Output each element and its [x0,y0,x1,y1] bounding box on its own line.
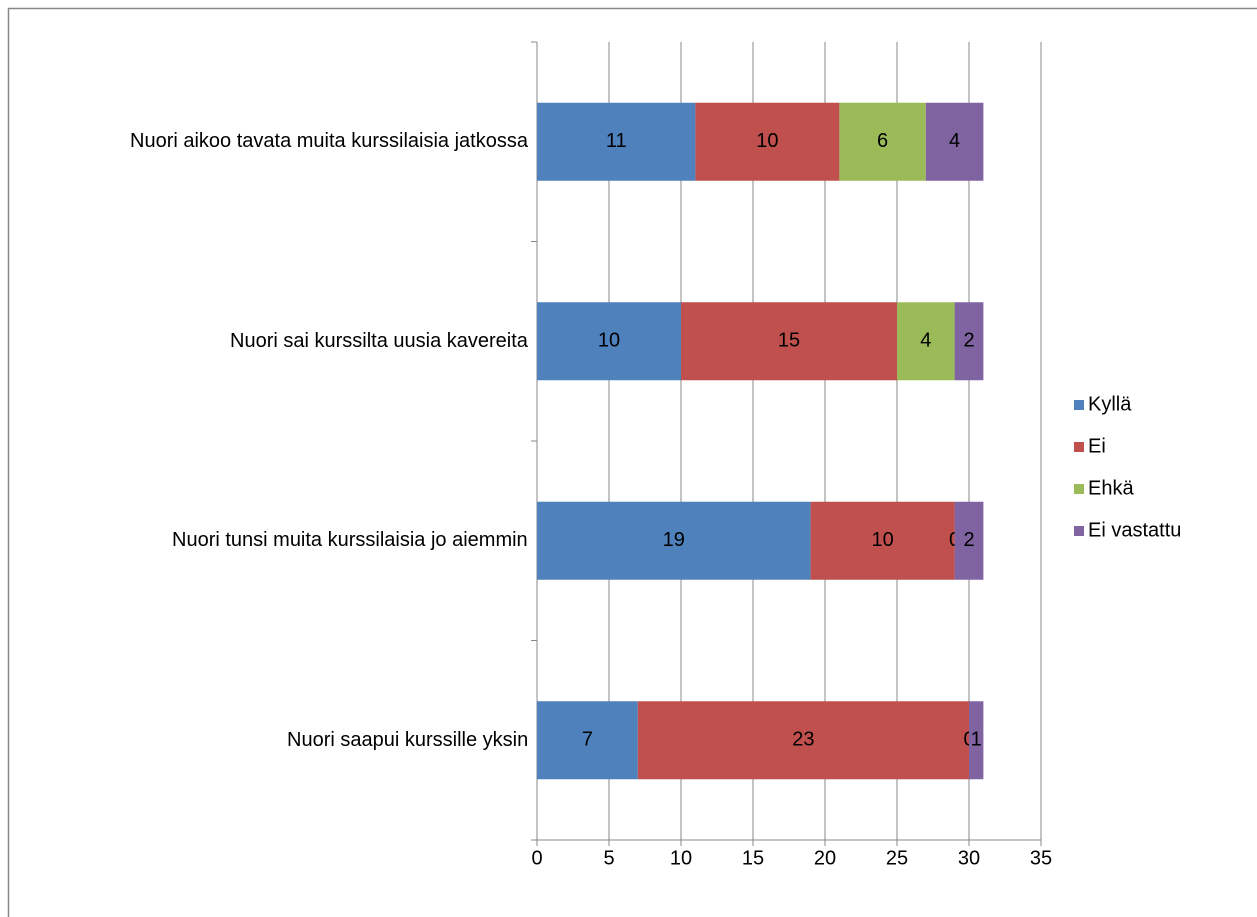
bar-segment [925,102,984,181]
x-tick-label: 15 [742,847,764,869]
data-label: 10 [756,130,778,152]
x-tick-label: 0 [531,847,542,869]
x-tick-label: 5 [603,847,614,869]
legend-label: Kyllä [1088,393,1132,415]
data-label: 11 [606,130,627,152]
bar-segment [695,102,840,181]
y-tick-label: Nuori saapui kurssille yksin [287,728,529,751]
data-label: 4 [949,130,960,152]
bar-segment [537,102,696,181]
legend-label: Ehkä [1088,477,1134,499]
legend-label: Ei vastattu [1088,519,1181,541]
data-label: 10 [871,529,893,551]
bar-segment [897,302,955,381]
y-tick-label: Nuori tunsi muita kurssilaisia jo aiemmi… [172,529,528,552]
data-label: 2 [963,529,974,551]
legend-swatch [1074,442,1084,452]
bar-segment [839,102,926,181]
x-tick-label: 20 [814,847,836,869]
legend-swatch [1074,400,1084,410]
y-tick-label: Nuori aikoo tavata muita kurssilaisia ja… [130,130,528,153]
data-label: 6 [877,130,888,152]
legend-label: Ei [1088,435,1106,457]
bar-segment [954,501,984,580]
bar-segment [537,501,811,580]
data-label: 4 [920,330,931,352]
y-tick-label: Nuori sai kurssilta uusia kavereita [230,329,528,352]
bar-segment [954,302,984,381]
bar-segment [810,501,955,580]
bar-segment [681,302,897,381]
data-label: 23 [792,729,814,751]
x-tick-label: 30 [958,847,980,869]
data-label: 2 [963,330,974,352]
legend-swatch [1074,484,1084,494]
x-tick-label: 35 [1030,847,1052,869]
data-label: 15 [778,330,800,352]
bar-segment [637,701,969,780]
x-tick-label: 10 [670,847,692,869]
legend-swatch [1074,526,1084,536]
data-label: 10 [598,330,620,352]
data-label: 1 [971,729,982,751]
chart-border [7,7,1257,917]
x-tick-label: 25 [886,847,908,869]
bar-segment [537,302,681,381]
data-label: 19 [663,529,685,551]
bar-segment [537,701,638,780]
data-label: 7 [582,729,593,751]
bar-segment [969,701,984,780]
